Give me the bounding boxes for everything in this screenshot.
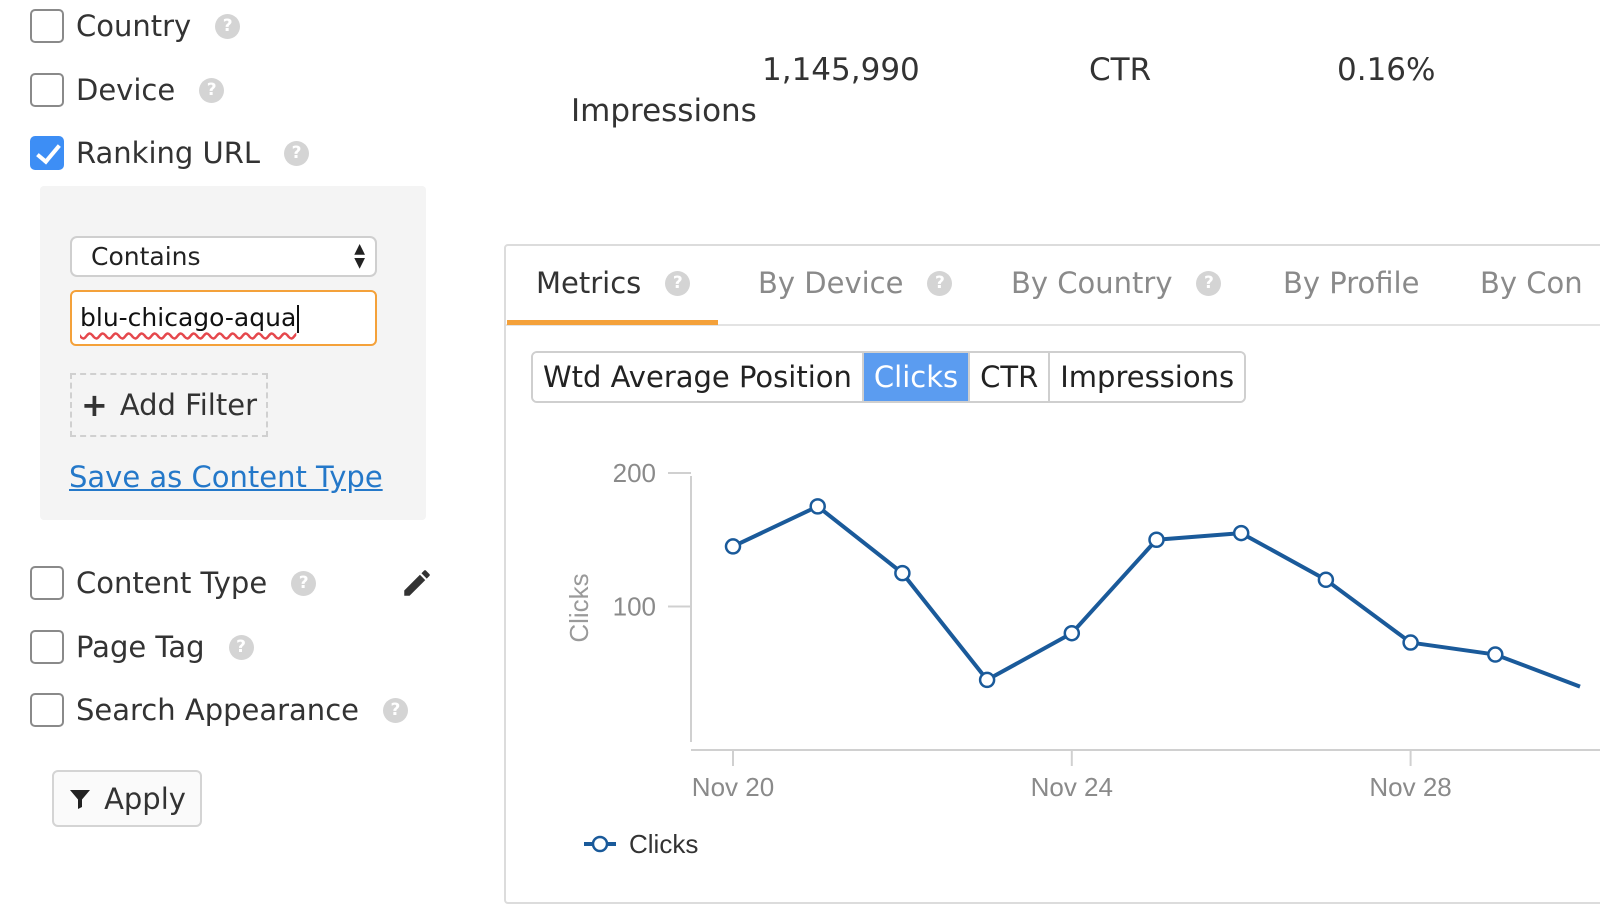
chart-legend: Clicks xyxy=(584,829,698,859)
ranking-url-checkbox[interactable] xyxy=(30,136,64,170)
select-arrows-icon: ▲ ▼ xyxy=(354,241,365,271)
data-point xyxy=(978,671,996,689)
impressions-value: 1,145,990 xyxy=(762,52,920,88)
chart-axes: Clicks xyxy=(564,476,1600,751)
clicks-line-chart: Clicks 100 200 Nov 20 Nov 24 Nov 28 Clicks xyxy=(564,458,1600,859)
ranking-url-label: Ranking URL xyxy=(76,136,261,170)
help-icon[interactable]: ? xyxy=(927,270,953,296)
device-checkbox[interactable] xyxy=(30,73,64,107)
help-icon[interactable]: ? xyxy=(291,570,317,596)
metric-clicks-button[interactable]: Clicks xyxy=(863,353,971,401)
y-tick-label: 100 xyxy=(613,592,656,622)
page-tag-label: Page Tag xyxy=(76,630,205,664)
tab-by-country[interactable]: By Country ? xyxy=(1011,266,1222,300)
tab-by-country-label: By Country xyxy=(1011,266,1173,300)
tab-by-profile[interactable]: By Profile xyxy=(1283,266,1419,300)
add-filter-button[interactable]: + Add Filter xyxy=(70,373,268,437)
data-point xyxy=(1232,524,1250,542)
tab-by-device[interactable]: By Device ? xyxy=(758,266,953,300)
pencil-icon[interactable] xyxy=(400,566,434,600)
data-point xyxy=(1317,571,1335,589)
add-filter-label: Add Filter xyxy=(119,388,257,422)
tab-by-con-label: By Con xyxy=(1480,266,1583,300)
operator-select-value: Contains xyxy=(91,242,201,271)
device-filter-row[interactable]: Device ? xyxy=(30,70,225,110)
content-type-checkbox[interactable] xyxy=(30,566,64,600)
x-tick-label: Nov 20 xyxy=(692,772,774,802)
x-tick-label: Nov 24 xyxy=(1031,772,1113,802)
chart-series xyxy=(724,498,1581,689)
ranking-url-input[interactable]: blu-chicago-aqua xyxy=(70,290,377,346)
metric-wtd-average-position-button[interactable]: Wtd Average Position xyxy=(533,353,864,401)
help-icon[interactable]: ? xyxy=(382,697,408,723)
apply-label: Apply xyxy=(104,781,186,816)
tab-by-device-label: By Device xyxy=(758,266,904,300)
data-point xyxy=(724,538,742,555)
ranking-url-filter-row[interactable]: Ranking URL ? xyxy=(30,133,310,173)
search-appearance-checkbox[interactable] xyxy=(30,693,64,727)
operator-select[interactable]: Contains ▲ ▼ xyxy=(70,236,377,277)
device-label: Device xyxy=(76,73,176,107)
ranking-url-input-value: blu-chicago-aqua xyxy=(80,303,297,332)
x-tick-label: Nov 28 xyxy=(1369,772,1451,802)
help-icon[interactable]: ? xyxy=(215,13,241,39)
country-checkbox[interactable] xyxy=(30,9,64,43)
chart-ticks: 100 200 Nov 20 Nov 24 Nov 28 xyxy=(613,458,1452,802)
search-appearance-filter-row[interactable]: Search Appearance ? xyxy=(30,690,408,730)
help-icon[interactable]: ? xyxy=(665,270,691,296)
country-filter-row[interactable]: Country ? xyxy=(30,6,241,46)
save-as-content-type-link[interactable]: Save as Content Type xyxy=(69,460,383,494)
ctr-label: CTR xyxy=(1089,52,1152,88)
y-tick-label: 200 xyxy=(613,458,656,488)
tab-metrics[interactable]: Metrics ? xyxy=(536,266,691,300)
tab-metrics-label: Metrics xyxy=(536,266,642,300)
tab-bar xyxy=(506,246,1600,326)
data-point xyxy=(1063,624,1081,642)
data-point xyxy=(809,498,826,515)
apply-button[interactable]: Apply xyxy=(52,770,202,827)
active-tab-indicator xyxy=(507,320,718,325)
plus-icon: + xyxy=(81,386,108,424)
tab-by-con[interactable]: By Con xyxy=(1480,266,1583,300)
metric-toggle-group: Wtd Average Position Clicks CTR Impressi… xyxy=(531,351,1247,403)
impressions-label: Impressions xyxy=(571,93,757,129)
page-tag-filter-row[interactable]: Page Tag ? xyxy=(30,627,254,667)
metric-ctr-button[interactable]: CTR xyxy=(970,353,1051,401)
page-tag-checkbox[interactable] xyxy=(30,630,64,664)
help-icon[interactable]: ? xyxy=(199,77,225,103)
search-appearance-label: Search Appearance xyxy=(76,693,359,727)
data-point xyxy=(1148,531,1165,548)
legend-label: Clicks xyxy=(629,829,698,859)
help-icon[interactable]: ? xyxy=(1196,270,1222,296)
help-icon[interactable]: ? xyxy=(284,140,310,166)
content-type-label: Content Type xyxy=(76,566,268,600)
content-type-filter-row[interactable]: Content Type ? xyxy=(30,563,317,603)
data-point xyxy=(894,564,911,582)
data-point xyxy=(1402,634,1419,651)
help-icon[interactable]: ? xyxy=(228,634,254,660)
country-label: Country xyxy=(76,9,192,43)
ctr-value: 0.16% xyxy=(1337,52,1436,88)
y-axis-label: Clicks xyxy=(564,573,594,642)
text-caret xyxy=(297,305,300,333)
metric-impressions-button[interactable]: Impressions xyxy=(1050,353,1245,401)
tab-by-profile-label: By Profile xyxy=(1283,266,1420,300)
legend-marker xyxy=(591,835,609,853)
filter-icon xyxy=(70,789,91,809)
data-point xyxy=(1487,646,1504,663)
